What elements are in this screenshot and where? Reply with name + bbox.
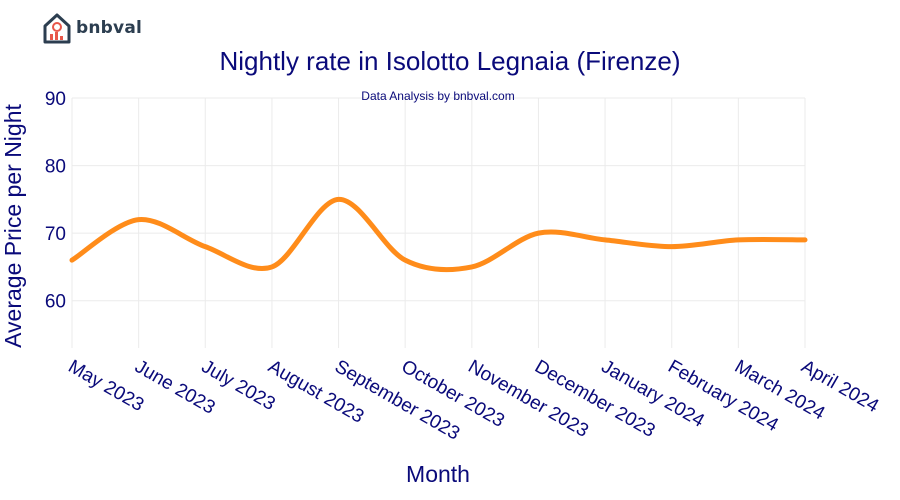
x-tick-label: May 2023 <box>65 356 148 416</box>
chart-title: Nightly rate in Isolotto Legnaia (Firenz… <box>219 46 680 76</box>
y-tick-label: 90 <box>45 89 66 110</box>
house-chart-icon <box>43 13 71 44</box>
y-axis-ticks: 60 70 80 90 <box>45 89 66 313</box>
y-tick-label: 80 <box>45 157 66 178</box>
y-tick-label: 70 <box>45 224 66 245</box>
chart-subtitle: Data Analysis by bnbval.com <box>361 89 514 103</box>
x-axis-label: Month <box>406 461 470 487</box>
x-tick-label: February 2024 <box>664 356 782 436</box>
grid <box>71 97 806 348</box>
brand-name: bnbval <box>76 18 143 38</box>
series-line-price <box>69 196 808 272</box>
brand-logo: bnbval <box>42 12 142 44</box>
y-tick-label: 60 <box>45 292 66 313</box>
y-axis-label: Average Price per Night <box>0 104 26 348</box>
